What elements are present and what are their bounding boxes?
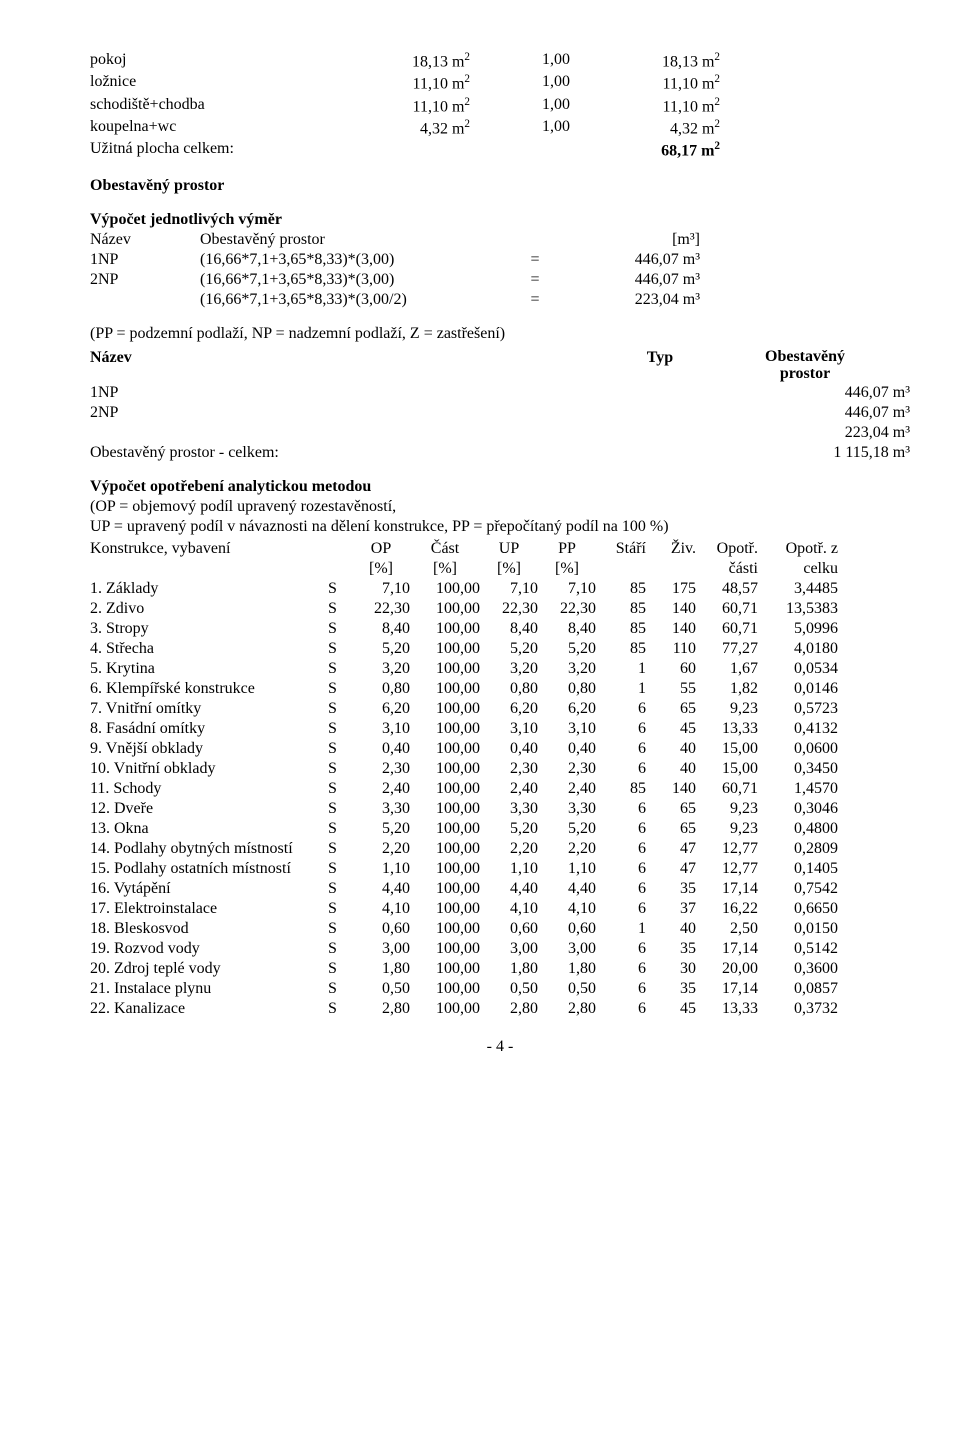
named-header: Název Typ Obestavěný prostor [90,348,910,383]
area-coef: 1,00 [470,50,570,72]
table-row: 17. ElektroinstalaceS4,10100,004,104,106… [90,899,910,919]
table-row: 4. StřechaS5,20100,005,205,208511077,274… [90,639,910,659]
table-row: 21. Instalace plynuS0,50100,000,500,5063… [90,979,910,999]
table-row: 1. ZákladyS7,10100,007,107,108517548,573… [90,579,910,599]
table-row: 8. Fasádní omítkyS3,10100,003,103,106451… [90,719,910,739]
table-row: 15. Podlahy ostatních místnostíS1,10100,… [90,859,910,879]
table-row: (16,66*7,1+3,65*8,33)*(3,00/2) = 223,04 … [90,290,910,310]
table-row: ložnice 11,10 m2 1,00 11,10 m2 [90,72,910,94]
table-row: 223,04 m³ [90,423,910,443]
table-row: 16. VytápěníS4,40100,004,404,4063517,140… [90,879,910,899]
table-row: koupelna+wc 4,32 m2 1,00 4,32 m2 [90,117,910,139]
area-result: 18,13 m2 [570,50,720,72]
table-row: pokoj 18,13 m2 1,00 18,13 m2 [90,50,910,72]
table-row: 1NP 446,07 m³ [90,383,910,403]
table-row: 10. Vnitřní obkladyS2,30100,002,302,3064… [90,759,910,779]
calc-header: Název Obestavěný prostor [m³] [90,230,910,250]
method-block: Výpočet opotřebení analytickou metodou (… [90,477,910,537]
table-header-2: [%] [%] [%] [%] části celku [90,559,910,579]
table-row: 2NP (16,66*7,1+3,65*8,33)*(3,00) = 446,0… [90,270,910,290]
main-table: Konstrukce, vybavení OP Část UP PP Stáří… [90,539,910,1019]
method-title: Výpočet opotřebení analytickou metodou [90,477,910,497]
table-row: 22. KanalizaceS2,80100,002,802,8064513,3… [90,999,910,1019]
table-row: 12. DveřeS3,30100,003,303,306659,230,304… [90,799,910,819]
table-row: 9. Vnější obkladyS0,40100,000,400,406401… [90,739,910,759]
named-total: Obestavěný prostor - celkem: 1 115,18 m³ [90,443,910,463]
pp-note: (PP = podzemní podlaží, NP = nadzemní po… [90,324,910,344]
area-total-row: Užitná plocha celkem: 68,17 m2 [90,139,910,161]
calc-heading: Výpočet jednotlivých výměr [90,210,910,230]
table-row: 3. StropyS8,40100,008,408,408514060,715,… [90,619,910,639]
table-row: 7. Vnitřní omítkyS6,20100,006,206,206659… [90,699,910,719]
table-row: 13. OknaS5,20100,005,205,206659,230,4800 [90,819,910,839]
table-header: Konstrukce, vybavení OP Část UP PP Stáří… [90,539,910,559]
method-line: UP = upravený podíl v návaznosti na děle… [90,517,910,537]
method-line: (OP = objemový podíl upravený rozestavěn… [90,497,910,517]
named-table: Název Typ Obestavěný prostor 1NP 446,07 … [90,348,910,463]
table-row: 18. BleskosvodS0,60100,000,600,601402,50… [90,919,910,939]
table-row: schodiště+chodba 11,10 m2 1,00 11,10 m2 [90,95,910,117]
table-row: 5. KrytinaS3,20100,003,203,201601,670,05… [90,659,910,679]
table-row: 11. SchodyS2,40100,002,402,408514060,711… [90,779,910,799]
area-table: pokoj 18,13 m2 1,00 18,13 m2 ložnice 11,… [90,50,910,162]
table-row: 2NP 446,07 m³ [90,403,910,423]
area-name: pokoj [90,50,320,72]
table-row: 20. Zdroj teplé vodyS1,80100,001,801,806… [90,959,910,979]
table-row: 2. ZdivoS22,30100,0022,3022,308514060,71… [90,599,910,619]
calc-table: Výpočet jednotlivých výměr Název Obestav… [90,210,910,310]
section-heading: Obestavěný prostor [90,176,910,196]
area-value: 18,13 m2 [320,50,470,72]
table-row: 14. Podlahy obytných místnostíS2,20100,0… [90,839,910,859]
table-row: 6. Klempířské konstrukceS0,80100,000,800… [90,679,910,699]
table-row: 1NP (16,66*7,1+3,65*8,33)*(3,00) = 446,0… [90,250,910,270]
page-number: - 4 - [90,1037,910,1057]
table-row: 19. Rozvod vodyS3,00100,003,003,0063517,… [90,939,910,959]
